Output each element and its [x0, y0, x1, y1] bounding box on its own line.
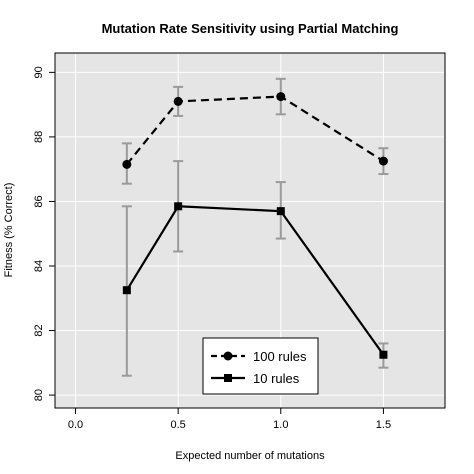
- chart-title: Mutation Rate Sensitivity using Partial …: [102, 21, 399, 36]
- data-point: [174, 202, 183, 211]
- legend-marker: [224, 374, 232, 382]
- axes: 0.0 0.5 1.0 1.5 80 82 84 86 88 90: [33, 66, 391, 431]
- legend-box: [202, 337, 319, 395]
- y-axis-label: Fitness (% Correct): [3, 183, 15, 278]
- legend-label: 10 rules: [253, 371, 300, 386]
- data-point: [276, 207, 285, 216]
- series-layer: [121, 77, 389, 377]
- y-tick-label: 84: [33, 260, 45, 272]
- x-tick-label: 0.5: [171, 419, 186, 431]
- x-tick-label: 1.0: [273, 419, 288, 431]
- series-line: [125, 205, 385, 356]
- y-tick-label: 86: [33, 195, 45, 207]
- y-tick-label: 80: [33, 389, 45, 401]
- y-tick-label: 90: [33, 66, 45, 78]
- x-tick-label: 1.5: [376, 419, 391, 431]
- x-axis-label: Expected number of mutations: [175, 450, 325, 462]
- data-point: [276, 92, 286, 102]
- x-tick-label: 0.0: [68, 419, 83, 431]
- data-point: [379, 350, 388, 359]
- data-point: [378, 156, 388, 166]
- data-point: [173, 96, 183, 106]
- series-1: [121, 77, 389, 185]
- series-2: [121, 160, 389, 377]
- series-line: [125, 95, 385, 166]
- y-tick-label: 88: [33, 131, 45, 143]
- legend-marker: [223, 351, 233, 361]
- data-point: [122, 286, 131, 295]
- data-point: [122, 159, 132, 169]
- legend: 100 rules 10 rules: [202, 337, 319, 395]
- legend-label: 100 rules: [253, 349, 307, 364]
- y-tick-label: 82: [33, 324, 45, 336]
